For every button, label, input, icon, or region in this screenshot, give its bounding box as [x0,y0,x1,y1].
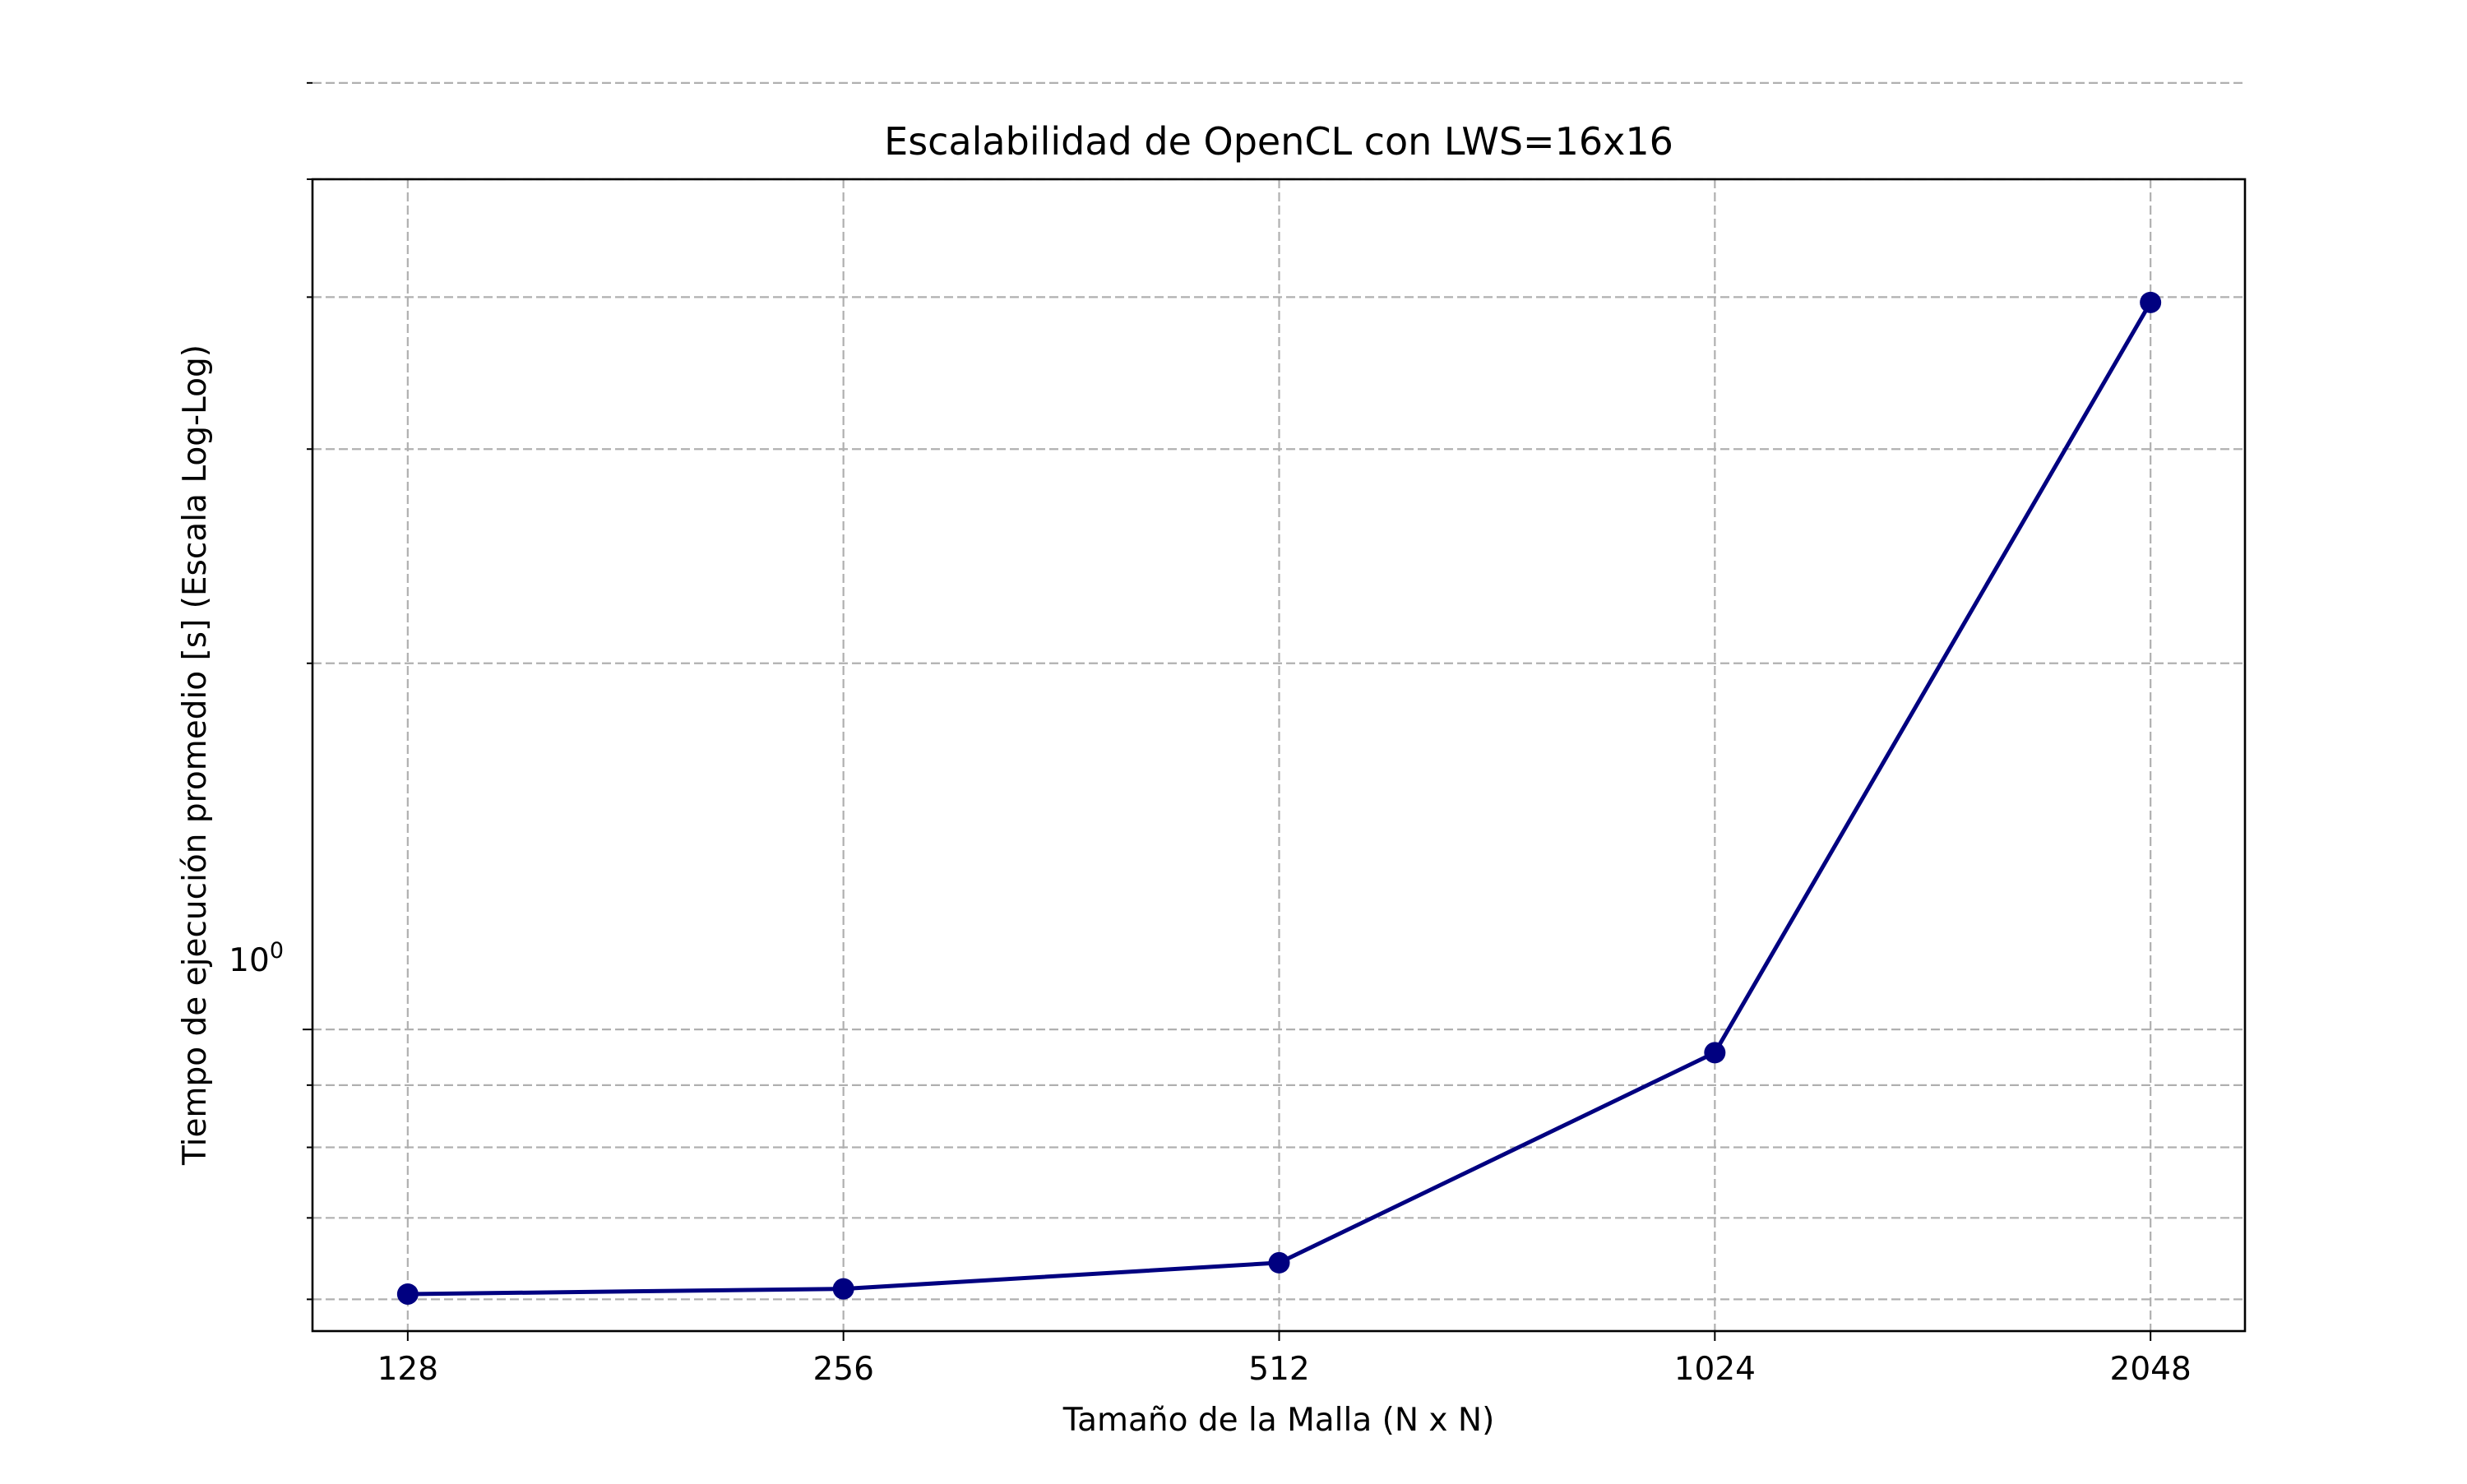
y-tick-base: 10 [229,942,270,979]
data-point [396,1283,419,1305]
data-point [2140,291,2162,313]
data-point [1268,1251,1290,1274]
axis-ticks: 128 256 512 1024 2048 [303,81,2192,1388]
y-axis-label: Tiempo de ejecución promedio [s] (Escala… [177,344,214,1166]
plot-frame [311,178,2247,1333]
series-layer [396,291,2162,1305]
x-tick-label: 512 [1248,1351,1309,1388]
data-point [1704,1042,1726,1064]
x-tick-label: 2048 [2110,1351,2192,1388]
y-tick-exponent: 0 [270,938,284,964]
x-tick-label: 256 [812,1351,873,1388]
x-axis-label: Tamaño de la Malla (N x N) [1062,1402,1495,1439]
x-tick-label: 1024 [1674,1351,1756,1388]
data-point [832,1278,854,1300]
x-tick-label: 128 [377,1351,438,1388]
y-tick-label-major: 100 [229,938,284,979]
chart-title: Escalabilidad de OpenCL con LWS=16x16 [884,119,1673,164]
